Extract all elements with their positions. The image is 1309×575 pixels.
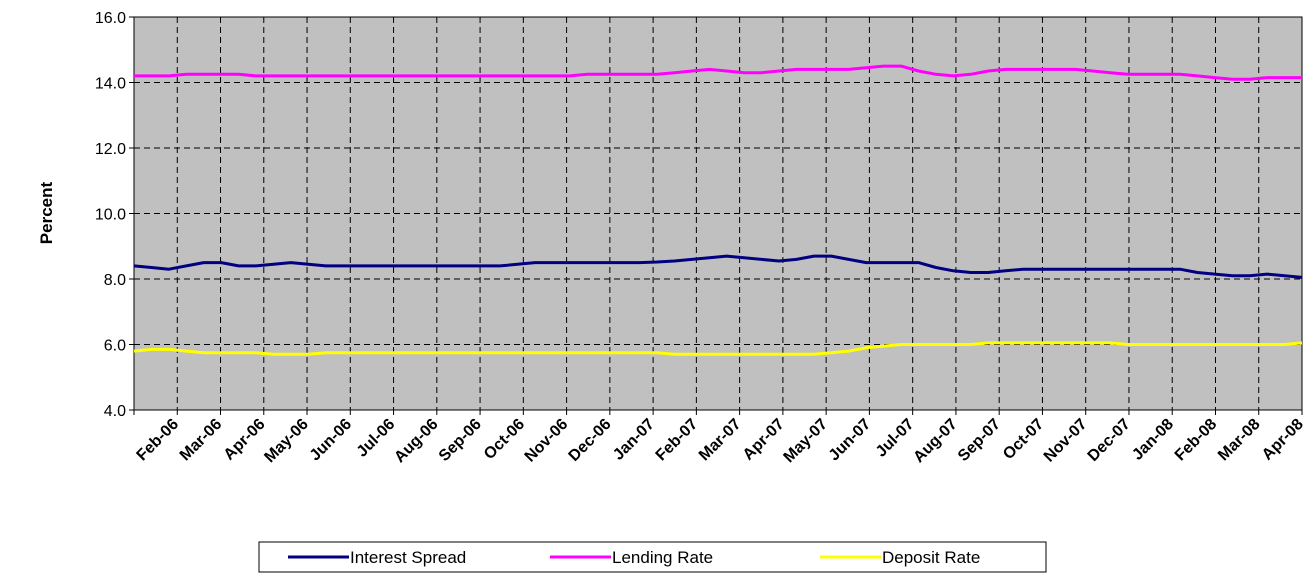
x-tick-label: Mar-07 [696,416,745,465]
y-tick-label: 8.0 [104,272,126,289]
x-tick-label: Apr-08 [1259,416,1307,464]
x-tick-label: Oct-07 [1000,416,1047,463]
x-tick-label: Dec-06 [566,416,615,465]
y-tick-label: 6.0 [104,338,126,355]
legend-label-interest-spread: Interest Spread [350,548,466,567]
x-tick-label: Feb-07 [653,416,702,465]
x-tick-label: Jun-06 [307,416,356,465]
series-lines [133,64,1303,356]
x-tick-label: Jun-07 [826,416,875,465]
legend: Interest Spread Lending Rate Deposit Rate [258,541,1047,573]
x-tick-label: Oct-06 [481,416,528,463]
y-tick-label: 4.0 [104,403,126,420]
y-tick-label: 12.0 [95,141,126,158]
x-tick-label: Dec-07 [1085,416,1134,465]
x-tick-label: May-06 [261,416,311,466]
x-tick-label: Aug-06 [391,416,441,466]
x-tick-label: Sep-06 [436,416,485,465]
y-tick-label: 10.0 [95,207,126,224]
x-tick-label: Nov-06 [522,416,572,466]
series-line-deposit-rate [133,341,1303,356]
y-axis-title: Percent [37,181,56,244]
x-axis-ticks: Feb-06Mar-06Apr-06May-06Jun-06Jul-06Aug-… [133,410,1307,466]
x-tick-label: Sep-07 [955,416,1004,465]
series-line-interest-spread [133,254,1303,279]
gridlines [134,17,1302,410]
y-axis-ticks: 4.0 6.0 8.0 10.0 12.0 14.0 16.0 [95,10,134,420]
x-tick-label: Mar-08 [1215,416,1264,465]
legend-label-deposit-rate: Deposit Rate [882,548,980,567]
series-line-lending-rate [134,64,1302,81]
y-tick-label: 16.0 [95,10,126,27]
legend-box [258,541,1047,573]
x-tick-label: Aug-07 [910,416,960,466]
x-tick-label: Jan-08 [1129,416,1177,464]
x-tick-label: Feb-06 [134,416,183,465]
y-tick-label: 14.0 [95,76,126,93]
x-tick-label: Mar-06 [177,416,226,465]
x-tick-label: May-07 [781,416,831,466]
x-tick-label: Nov-07 [1041,416,1091,466]
x-tick-label: Feb-08 [1172,416,1221,465]
x-tick-label: Apr-07 [740,416,788,464]
x-tick-label: Jan-07 [610,416,658,464]
legend-label-lending-rate: Lending Rate [612,548,713,567]
x-tick-label: Apr-06 [221,416,269,464]
